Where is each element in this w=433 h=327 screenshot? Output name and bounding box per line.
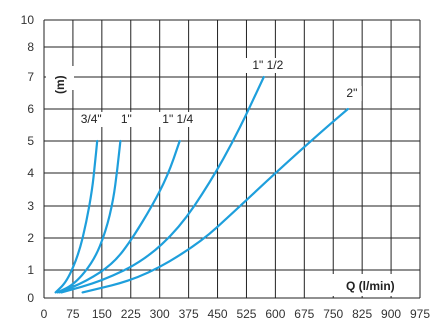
curve-series-0 [54,139,99,294]
xlabel-backdrop [330,274,410,296]
series-label-backdrop [342,86,362,101]
x-tick-label: 375 [179,307,199,321]
x-tick-label: 150 [92,307,112,321]
y-tick-label: 1 [27,263,34,277]
y-tick-label: 6 [27,102,34,116]
series-label: 3/4" [81,112,102,126]
x-tick-label: 450 [208,307,228,321]
x-tick-label: 825 [352,307,372,321]
y-tick-label: 2 [27,231,34,245]
y-tick-label: 4 [27,166,34,180]
grid-lines [43,19,421,299]
curve-series-4 [81,107,349,294]
x-tick-labels: 0 75 150 225 300 375 450 525 600 675 750 825 900 975 [41,307,431,321]
series-label-backdrop [244,58,292,73]
x-tick-label: 975 [410,307,430,321]
x-tick-label: 750 [323,307,343,321]
x-tick-label: 75 [66,307,80,321]
y-axis-label: (m) [53,75,67,94]
curve-series-2 [58,139,181,294]
series-label: 1" [121,112,132,126]
x-axis-label: Q (l/min) [346,279,395,293]
x-tick-label: 300 [150,307,170,321]
series-label-backdrop [154,112,202,127]
series-label-backdrop [74,112,108,127]
curve-series-3 [60,75,265,294]
series-label-backdrop [116,112,137,127]
y-tick-label: 5 [27,134,34,148]
y-tick-label: 0 [27,291,34,305]
x-tick-label: 225 [121,307,141,321]
x-tick-label: 0 [41,307,48,321]
y-tick-label: 10 [21,13,35,27]
y-tick-labels: 0 1 2 3 4 5 6 7 8 10 [21,13,35,305]
series-label: 1" 1/4 [162,112,193,126]
series-labels: 3/4" 1" 1" 1/4 1" 1/2 2" [74,58,362,127]
y-tick-label: 3 [27,199,34,213]
series-label: 2" [346,86,357,100]
x-tick-label: 900 [381,307,401,321]
curves [54,75,349,294]
x-tick-label: 675 [294,307,314,321]
ylabel-backdrop [46,66,74,90]
curve-series-1 [56,139,122,294]
y-tick-label: 8 [27,40,34,54]
y-tick-label: 7 [27,70,34,84]
series-label: 1" 1/2 [252,58,283,72]
x-tick-label: 600 [265,307,285,321]
x-tick-label: 525 [236,307,256,321]
